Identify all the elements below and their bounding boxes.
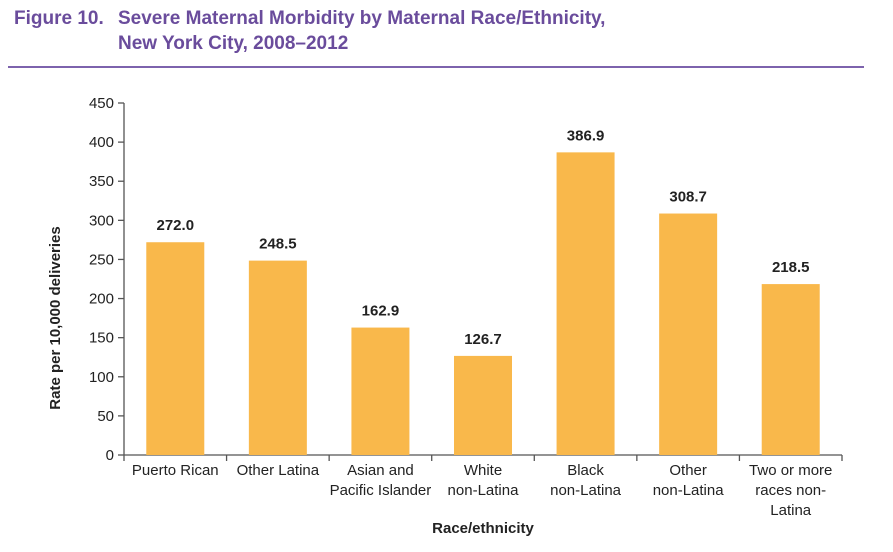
y-tick-label: 50 (97, 408, 114, 425)
y-axis-title: Rate per 10,000 deliveries (47, 226, 64, 409)
x-tick-label: Black non-Latina (550, 462, 622, 499)
x-tick-label: Asian and Pacific Islander (330, 462, 432, 499)
data-label: 162.9 (362, 303, 400, 320)
y-tick-label: 0 (106, 447, 114, 464)
x-tick-label: White non-Latina (448, 462, 520, 499)
y-tick-label: 450 (89, 95, 114, 112)
x-tick-label: Other Latina (237, 462, 320, 479)
y-tick-label: 150 (89, 330, 114, 347)
data-label: 218.5 (772, 259, 810, 276)
bar (556, 152, 615, 455)
data-labels: 272.0 248.5 162.9 126.7 386.9 308.7 218.5 (157, 127, 810, 348)
bars (146, 152, 820, 455)
y-tick-label: 200 (89, 291, 114, 308)
bar (454, 355, 512, 455)
data-label: 386.9 (567, 127, 605, 144)
title-divider (8, 66, 864, 68)
x-tick-label: Two or more races non-Latina (749, 462, 832, 519)
title-line-1: Severe Maternal Morbidity by Maternal Ra… (118, 8, 606, 29)
y-axis: 0 50 100 150 200 250 300 350 400 450 (89, 95, 125, 464)
title-line-2: New York City, 2008–2012 (118, 33, 349, 54)
x-axis: Puerto Rican Other Latina Asian and Pacific… (123, 454, 843, 519)
figure-number: Figure 10. (14, 8, 104, 29)
x-tick-label: Other non-Latina (653, 462, 725, 499)
bar (248, 260, 307, 455)
y-tick-label: 250 (89, 251, 114, 268)
y-tick-label: 350 (89, 173, 114, 190)
bar (761, 284, 820, 455)
bar (659, 213, 718, 455)
data-label: 248.5 (259, 236, 297, 253)
x-tick-label: Puerto Rican (132, 462, 219, 479)
figure-title: Figure 10. Severe Maternal Morbidity by M… (14, 6, 605, 56)
x-axis-title: Race/ethnicity (432, 520, 534, 537)
y-tick-label: 300 (89, 212, 114, 229)
y-tick-label: 400 (89, 134, 114, 151)
data-label: 126.7 (464, 331, 502, 348)
y-tick-label: 100 (89, 369, 114, 386)
bar (146, 242, 205, 455)
data-label: 308.7 (669, 189, 707, 206)
bar (351, 327, 410, 455)
data-label: 272.0 (157, 217, 195, 234)
